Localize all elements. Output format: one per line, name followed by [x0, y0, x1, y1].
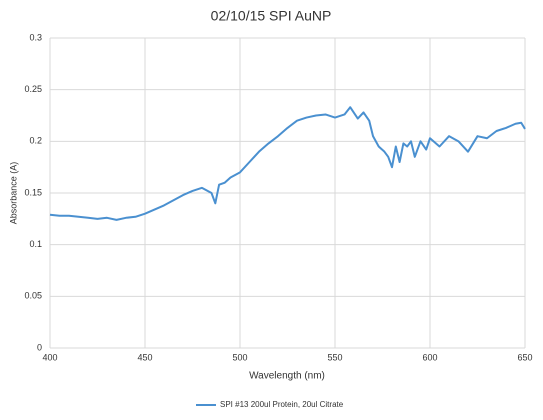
y-axis-label: Absorbance (A): [8, 162, 18, 225]
y-tick-label: 0.25: [24, 84, 42, 94]
x-tick-label: 500: [232, 352, 247, 362]
legend-label: SPI #13 200ul Protein, 20ul Citrate: [220, 400, 344, 409]
x-tick-label: 550: [327, 352, 342, 362]
y-tick-label: 0.1: [29, 239, 42, 249]
y-tick-label: 0.05: [24, 291, 42, 301]
y-tick-label: 0.2: [29, 136, 42, 146]
y-tick-label: 0.15: [24, 187, 42, 197]
y-tick-label: 0: [37, 342, 42, 352]
data-line: [49, 106, 526, 221]
y-tick-label: 0.3: [29, 32, 42, 42]
x-tick-label: 400: [42, 352, 57, 362]
x-tick-label: 650: [517, 352, 532, 362]
x-tick-label: 600: [422, 352, 437, 362]
chart-title: 02/10/15 SPI AuNP: [211, 8, 332, 24]
x-tick-label: 450: [137, 352, 152, 362]
x-axis-label: Wavelength (nm): [249, 371, 325, 382]
